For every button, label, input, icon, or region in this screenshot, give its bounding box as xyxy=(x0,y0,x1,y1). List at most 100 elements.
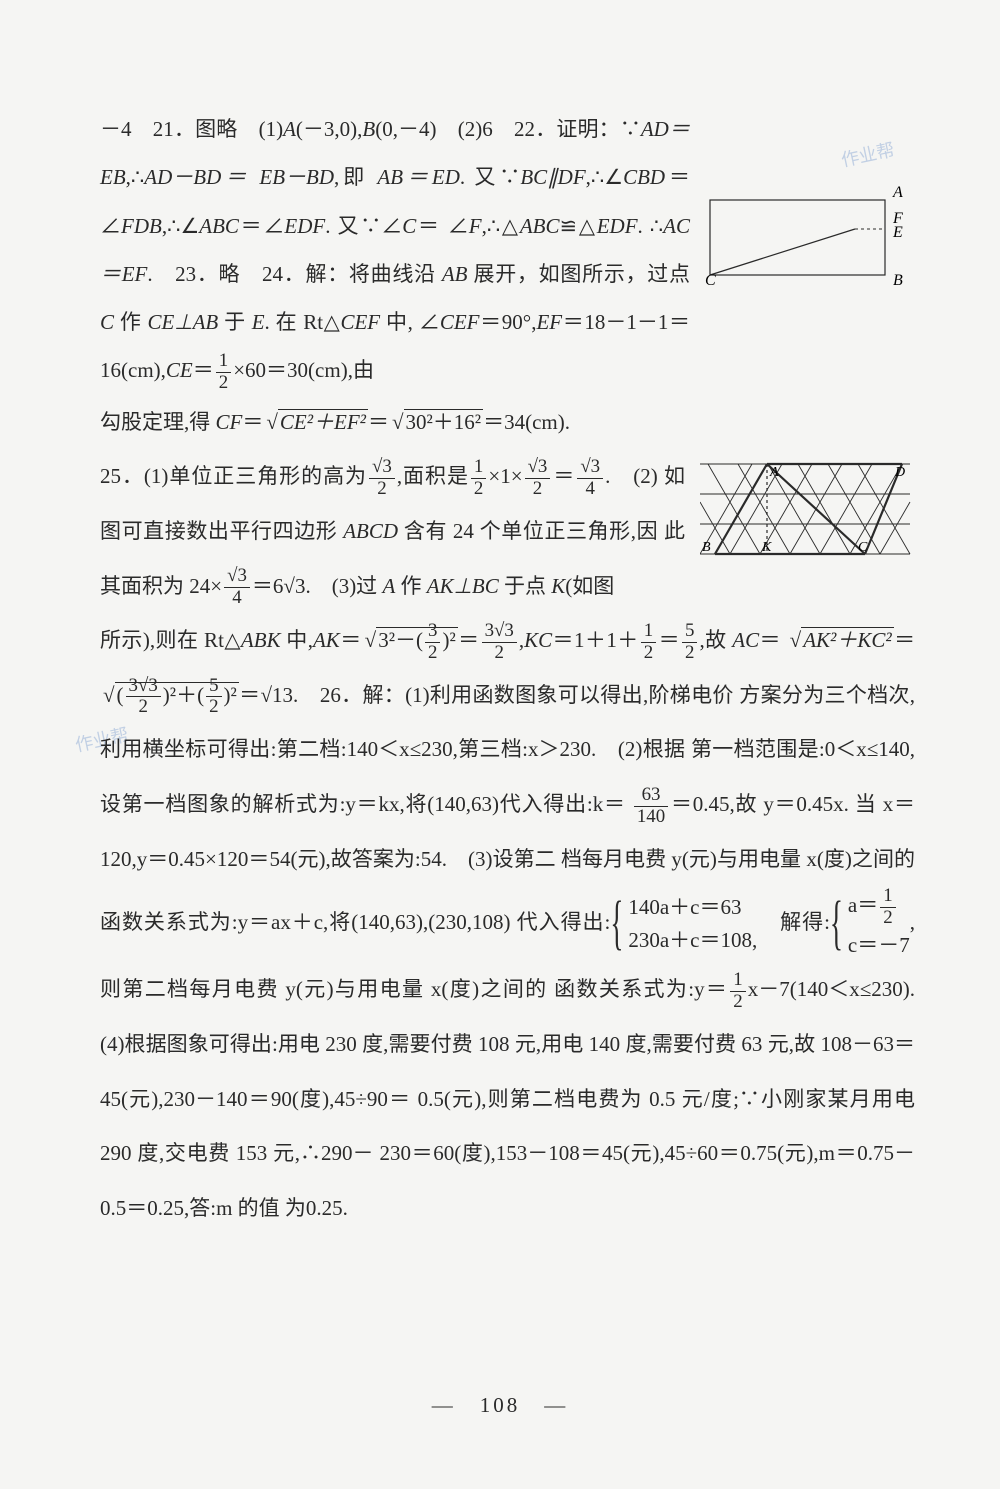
answer-block: A D B K C 25．(1)单位正三角形的高为√32,面积是12×1×√32… xyxy=(100,449,915,613)
math: AC xyxy=(732,628,759,652)
figure-triangle-grid: A D B K C xyxy=(700,454,915,583)
text: 于点 xyxy=(499,574,552,598)
text: 作 xyxy=(114,310,147,334)
text: ＝ xyxy=(894,628,915,652)
text: ,∴∠ xyxy=(162,214,199,238)
svg-text:C: C xyxy=(858,540,868,555)
text: ＝ xyxy=(368,410,389,434)
text: －4 21．图略 (1) xyxy=(100,117,283,141)
math: AK⊥BC xyxy=(427,574,499,598)
fraction: √34 xyxy=(224,566,250,609)
text: ×60＝30(cm),由 xyxy=(233,358,374,382)
svg-text:C: C xyxy=(705,272,716,289)
math: A xyxy=(283,117,296,141)
math: AB xyxy=(442,262,468,286)
svg-text:B: B xyxy=(702,540,711,555)
text: (如图 xyxy=(565,574,614,598)
text: ,∴△ xyxy=(482,214,520,238)
text: 为0.25. xyxy=(285,1196,348,1220)
text: ＝34(cm). xyxy=(483,410,570,434)
text: ,故 xyxy=(699,628,732,652)
math: C xyxy=(402,214,416,238)
text: ∠ xyxy=(419,310,440,334)
math: F xyxy=(469,214,482,238)
answer-block: 所示),则在 Rt△ABK 中,AK＝3²－(32)²＝3√32,KC＝1＋1＋… xyxy=(100,613,915,1235)
math: K xyxy=(551,574,565,598)
svg-text:A: A xyxy=(769,465,779,480)
text: ＝√13. 26．解：(1)利用函数图象可以得出,阶梯电价 xyxy=(239,683,734,707)
text: ＝ xyxy=(552,464,575,488)
text: 含有 24 个单位正三角形,因 xyxy=(398,519,658,543)
text: 函数关系式为:y＝ xyxy=(554,977,728,1001)
fraction: √32 xyxy=(525,457,551,500)
text: ＝ xyxy=(193,358,214,382)
math: A xyxy=(382,574,395,598)
text: (0,－4) (2)6 22．证明：∵ xyxy=(375,117,641,141)
text: ＝ xyxy=(458,628,480,652)
text: ,面积是 xyxy=(397,464,469,488)
text: 所示),则在 Rt△ xyxy=(100,628,241,652)
math: FDB xyxy=(121,214,162,238)
answer-block: 勾股定理,得 CF＝CE²＋EF²＝30²＋16²＝34(cm). xyxy=(100,395,915,450)
equation-system: 140a＋c＝63230a＋c＝108, xyxy=(610,891,757,958)
text: 勾股定理,得 xyxy=(100,410,216,434)
math: EDF xyxy=(284,214,325,238)
text: ,∴∠ xyxy=(586,165,623,189)
fraction: √32 xyxy=(369,457,395,500)
fraction: 52 xyxy=(682,621,697,664)
math: ABK xyxy=(241,628,281,652)
answer-block: A F E B C －4 21．图略 (1)A(－3,0),B(0,－4) (2… xyxy=(100,105,915,395)
sqrt: AK²＋KC² xyxy=(787,613,894,668)
sqrt: 30²＋16² xyxy=(389,395,483,450)
math: KC xyxy=(524,628,552,652)
text: ×1× xyxy=(488,464,522,488)
math: B xyxy=(362,117,375,141)
text: 中, xyxy=(380,310,413,334)
text: . ∴ xyxy=(638,214,664,238)
fraction: 12 xyxy=(471,457,486,500)
fraction: 12 xyxy=(730,970,745,1013)
text: 代入得出: xyxy=(517,910,611,934)
svg-text:K: K xyxy=(761,540,772,555)
sqrt: CE²＋EF² xyxy=(263,395,368,450)
text: ,即 xyxy=(334,165,377,189)
text: ＝ xyxy=(340,628,362,652)
text: ,∴ xyxy=(126,165,145,189)
math: E xyxy=(252,310,265,334)
math: CE⊥AB xyxy=(147,310,218,334)
math: CEF xyxy=(440,310,480,334)
text: ＝1＋1＋ xyxy=(552,628,639,652)
math: EDF xyxy=(597,214,638,238)
text: . 23．略 24．解：将曲线沿 xyxy=(147,262,435,286)
fraction: 63140 xyxy=(634,785,668,828)
figure-cylinder-unrolled: A F E B C xyxy=(705,185,915,317)
math: CE xyxy=(166,358,193,382)
text: 中, xyxy=(281,628,313,652)
math: CBD xyxy=(623,165,665,189)
text: . 在 Rt△ xyxy=(265,310,341,334)
math: C xyxy=(100,310,114,334)
math: AB＝ED xyxy=(377,165,460,189)
text: . (2) xyxy=(605,464,658,488)
text: 于 xyxy=(218,310,251,334)
text: . 又∵ xyxy=(460,165,520,189)
text: ＝ xyxy=(242,410,263,434)
fraction: 3√32 xyxy=(482,621,517,664)
svg-text:B: B xyxy=(893,272,903,289)
text: ＝ xyxy=(658,628,680,652)
text: (－3,0), xyxy=(296,117,363,141)
math: ABCD xyxy=(343,519,398,543)
text: ＝ xyxy=(759,628,781,652)
text: 展开，如图所示，过点 xyxy=(467,262,690,286)
svg-text:D: D xyxy=(894,465,905,480)
text: ＝ xyxy=(416,214,440,238)
math: AK xyxy=(313,628,340,652)
text: ＝6√3. (3)过 xyxy=(252,574,383,598)
svg-text:E: E xyxy=(892,224,903,241)
math: CEF xyxy=(340,310,380,334)
sqrt: (3√32)²＋(52)² xyxy=(100,668,239,723)
math: ABC xyxy=(520,214,560,238)
text: 解得: xyxy=(757,910,830,934)
svg-text:A: A xyxy=(892,185,903,201)
text: ∠ xyxy=(448,214,469,238)
